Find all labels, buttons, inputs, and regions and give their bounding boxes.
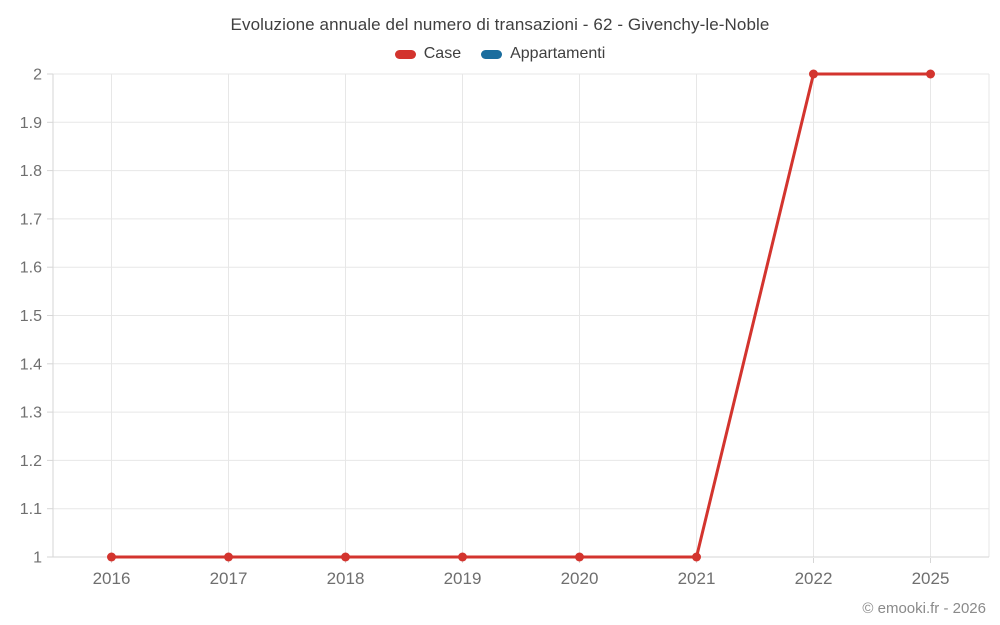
chart-title: Evoluzione annuale del numero di transaz…: [230, 15, 770, 34]
data-point-case-2022[interactable]: [809, 69, 818, 79]
data-point-case-2020[interactable]: [575, 552, 584, 562]
x-axis-label: 2019: [444, 569, 482, 588]
legend-item-appartamenti[interactable]: Appartamenti: [481, 45, 605, 63]
data-point-case-2019[interactable]: [458, 552, 467, 562]
y-axis-label: 1.8: [20, 163, 42, 180]
data-point-case-2016[interactable]: [107, 552, 116, 562]
x-axis-label: 2025: [912, 569, 950, 588]
x-axis-label: 2020: [561, 569, 599, 588]
legend: Case Appartamenti: [0, 45, 1000, 63]
y-axis-label: 1.5: [20, 308, 42, 325]
y-axis-label: 1.9: [20, 115, 42, 132]
data-point-case-2017[interactable]: [224, 552, 233, 562]
y-axis-label: 1.2: [20, 453, 42, 470]
legend-label: Case: [423, 45, 462, 62]
y-axis-label: 1.7: [20, 211, 42, 228]
x-axis-label: 2021: [678, 569, 716, 588]
legend-item-case[interactable]: Case: [394, 45, 462, 63]
y-axis-label: 2: [33, 67, 42, 84]
y-axis-label: 1.1: [20, 501, 42, 518]
y-axis-label: 1.4: [20, 356, 42, 373]
x-axis-label: 2022: [795, 569, 833, 588]
x-axis-label: 2016: [93, 569, 131, 588]
legend-swatch-case: [394, 49, 416, 59]
copyright-watermark: © emooki.fr - 2026: [862, 600, 986, 617]
x-axis-label: 2017: [210, 569, 248, 588]
legend-label: Appartamenti: [510, 45, 606, 62]
y-axis-label: 1: [33, 550, 42, 567]
series-line-case: [110, 72, 932, 559]
legend-swatch-appartamenti: [481, 49, 503, 59]
y-axis-label: 1.6: [20, 260, 42, 277]
data-point-case-2018[interactable]: [341, 552, 350, 562]
data-point-case-2025[interactable]: [926, 69, 935, 79]
y-axis-label: 1.3: [20, 405, 42, 422]
x-axis-label: 2018: [327, 569, 365, 588]
data-point-case-2021[interactable]: [692, 552, 701, 562]
